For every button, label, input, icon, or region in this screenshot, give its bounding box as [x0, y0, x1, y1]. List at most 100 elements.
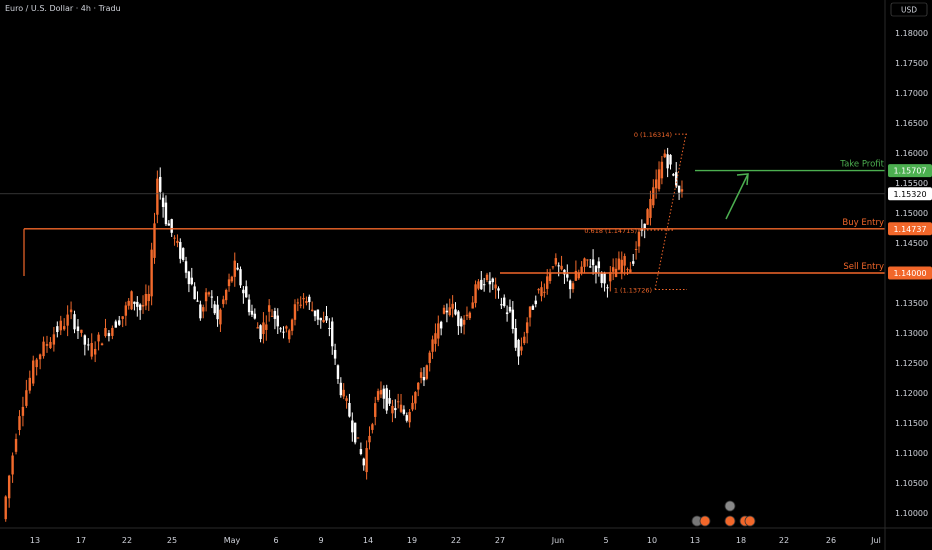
candle-body — [87, 344, 90, 346]
candle-body — [196, 300, 199, 302]
candle-body — [568, 280, 572, 290]
candle-body — [391, 405, 394, 414]
level-label-take-profit: Take Profit — [839, 160, 884, 170]
candle-body — [167, 223, 171, 226]
x-tick-label: 22 — [451, 536, 461, 545]
price-tag-text: 1.15707 — [893, 167, 926, 176]
projection-arrow-head — [736, 173, 749, 186]
candle-body — [520, 346, 523, 351]
candle-body — [179, 242, 182, 259]
y-tick-label: 1.15000 — [895, 209, 928, 218]
candle-body — [199, 304, 202, 319]
candle-body — [107, 333, 111, 337]
candle-body — [571, 283, 575, 290]
candle-body — [634, 248, 638, 250]
candle-body — [282, 331, 285, 333]
candle-body — [511, 309, 515, 329]
candle-body — [531, 305, 535, 310]
candle-body — [654, 179, 658, 189]
candle-body — [73, 314, 76, 330]
price-tag-text: 1.14000 — [893, 269, 926, 278]
candle-body — [620, 259, 623, 273]
y-tick-label: 1.18000 — [895, 29, 928, 38]
candle-body — [606, 287, 609, 289]
candle-body — [345, 398, 348, 401]
price-tag-buy-entry — [888, 222, 932, 236]
candle-body — [28, 377, 31, 391]
candle-body — [422, 377, 426, 381]
candle-body — [319, 317, 322, 321]
candle-body — [660, 161, 664, 179]
candle-body — [69, 309, 73, 313]
candle-body — [609, 272, 612, 282]
candle-body — [574, 270, 578, 281]
candle-body — [331, 321, 334, 347]
candle-body — [534, 300, 537, 305]
candle-body — [637, 231, 641, 247]
event-icon — [699, 515, 711, 527]
projection-arrow — [725, 173, 749, 220]
candle-body — [359, 449, 363, 455]
candle-body — [560, 265, 563, 270]
candle-body — [503, 297, 506, 306]
candle-body — [100, 343, 104, 346]
candle-body — [230, 276, 234, 282]
candle-body — [411, 402, 414, 410]
candle-body — [325, 316, 328, 321]
candle-body — [276, 315, 279, 327]
candle-body — [279, 328, 282, 330]
candle-body — [353, 422, 357, 443]
candle-body — [348, 402, 351, 417]
candle-body — [396, 401, 400, 403]
x-tick-label: May — [224, 536, 241, 545]
candle-body — [270, 315, 274, 317]
x-tick-label: 9 — [318, 536, 323, 545]
candle-body — [127, 300, 130, 306]
candle-body — [488, 280, 492, 285]
candle-body — [93, 348, 97, 355]
candle-body — [83, 335, 87, 345]
candle-body — [296, 302, 300, 304]
candle-body — [11, 455, 14, 475]
candle-body — [32, 360, 35, 384]
candle-body — [170, 219, 173, 233]
x-tick-label: 13 — [30, 536, 40, 545]
candle-body — [310, 309, 314, 311]
fib-label: 0.618 (1.14715) — [584, 227, 637, 235]
candle-body — [247, 299, 251, 313]
candle-body — [385, 388, 388, 411]
candle-body — [528, 306, 532, 318]
candle-body — [35, 359, 38, 368]
candle-body — [454, 309, 457, 315]
candle-body — [419, 372, 423, 378]
x-tick-label: 26 — [826, 536, 836, 545]
candle-body — [288, 330, 291, 340]
candle-body — [474, 284, 477, 304]
currency-label: USD — [901, 6, 917, 15]
event-icon — [744, 515, 756, 527]
candle-body — [130, 291, 133, 310]
candle-body — [523, 336, 526, 344]
x-tick-label: 18 — [736, 536, 746, 545]
candle-body — [322, 319, 325, 323]
candle-body — [408, 411, 411, 423]
candle-body — [141, 305, 145, 307]
candle-body — [66, 314, 69, 326]
y-tick-label: 1.13000 — [895, 329, 928, 338]
candle-body — [63, 326, 66, 330]
candle-body — [445, 310, 449, 313]
y-tick-label: 1.15500 — [895, 179, 928, 188]
candle-body — [646, 209, 649, 225]
candle-body — [525, 322, 529, 334]
x-tick-label: 25 — [167, 536, 177, 545]
candle-body — [250, 310, 254, 315]
candle-body — [540, 287, 543, 297]
candle-body — [356, 437, 360, 439]
candle-body — [382, 388, 386, 399]
candle-body — [187, 271, 191, 285]
candle-body — [465, 314, 469, 317]
candle-body — [52, 334, 56, 345]
candle-body — [173, 237, 176, 239]
candle-body — [589, 266, 592, 268]
